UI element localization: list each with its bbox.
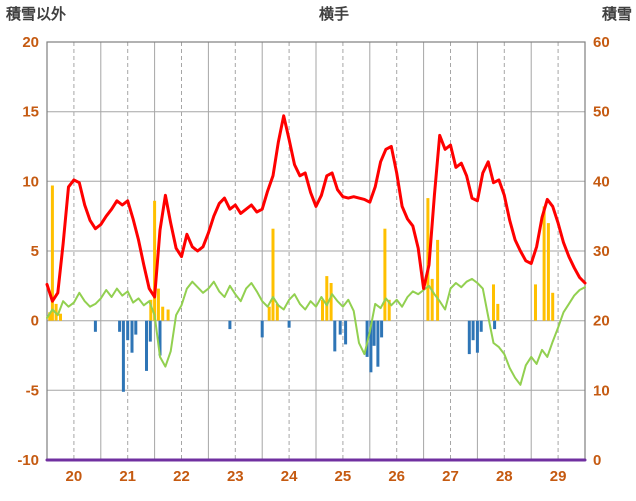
x-axis-tick-label: 20 — [66, 468, 83, 485]
orange-bars-bar — [48, 312, 52, 321]
blue-bars-bar — [493, 320, 497, 330]
orange-bars-bar — [275, 303, 279, 321]
right-axis-tick-label: 10 — [593, 382, 610, 399]
orange-bars-bar — [153, 200, 157, 321]
blue-bars-bar — [148, 320, 152, 342]
x-axis-tick-label: 27 — [442, 468, 459, 485]
left-axis-tick-label: 10 — [22, 173, 39, 190]
orange-bars-bar — [271, 228, 275, 321]
orange-bars-bar — [166, 309, 170, 321]
blue-bars-bar — [134, 320, 138, 335]
orange-bars-bar — [321, 299, 324, 321]
left-axis-tick-label: 20 — [22, 34, 39, 51]
red-line — [45, 114, 587, 303]
blue-bars-bar — [475, 320, 479, 353]
x-axis-tick-label: 23 — [227, 468, 244, 485]
orange-bars-bar — [383, 228, 387, 321]
blue-bars-bar — [228, 320, 232, 330]
x-axis-tick-label: 22 — [173, 468, 190, 485]
orange-bars-bar — [329, 283, 333, 321]
left-axis-tick-label: -5 — [26, 382, 39, 399]
blue-bars-bar — [333, 320, 337, 352]
blue-bars-bar — [380, 320, 384, 338]
blue-bars-bar — [369, 320, 373, 373]
right-axis-tick-label: 30 — [593, 243, 610, 260]
blue-bars-bar — [467, 320, 471, 355]
blue-bars-bar — [93, 320, 97, 332]
orange-bars-bar — [551, 292, 555, 321]
orange-bars-bar — [542, 206, 546, 321]
blue-bars-bar — [344, 320, 348, 345]
blue-bars-bar — [372, 320, 376, 346]
orange-bars-bar — [50, 185, 54, 321]
orange-bars-bar — [546, 223, 550, 321]
orange-bars-bar — [161, 306, 165, 321]
blue-bars-bar — [121, 320, 125, 392]
blue-bars-bar — [126, 320, 130, 341]
right-axis-tick-label: 50 — [593, 104, 610, 121]
left-axis-tick-label: 5 — [31, 243, 39, 260]
x-axis-tick-label: 29 — [550, 468, 567, 485]
right-axis-tick-label: 60 — [593, 34, 610, 51]
left-axis-tick-label: 0 — [31, 313, 39, 330]
orange-bars-bar — [430, 278, 434, 321]
blue-bars-bar — [130, 320, 134, 353]
x-axis-tick-label: 26 — [388, 468, 405, 485]
blue-bars-bar — [260, 320, 264, 338]
orange-bars-bar — [436, 239, 440, 321]
orange-bars-bar — [426, 198, 430, 321]
blue-bars-bar — [145, 320, 148, 371]
x-axis-tick-label: 21 — [119, 468, 136, 485]
orange-bars-bar — [496, 303, 500, 321]
blue-bars-bar — [471, 320, 475, 341]
orange-bars-bar — [267, 306, 271, 321]
orange-bars-bar — [387, 299, 391, 321]
blue-bars-bar — [118, 320, 122, 332]
blue-bars-bar — [158, 320, 162, 356]
orange-bars-bar — [492, 284, 495, 321]
right-axis-tick-label: 40 — [593, 173, 610, 190]
left-axis-tick-label: 15 — [22, 104, 39, 121]
orange-bars-bar — [59, 313, 62, 321]
blue-bars-bar — [479, 320, 483, 332]
blue-bars-bar — [287, 320, 291, 328]
blue-bars-bar — [376, 320, 380, 367]
right-axis-tick-label: 20 — [593, 313, 610, 330]
x-axis-tick-label: 25 — [335, 468, 352, 485]
green-line — [46, 277, 586, 386]
right-axis-tick-label: 0 — [593, 452, 601, 469]
blue-bars-bar — [338, 320, 342, 335]
orange-bars-bar — [156, 288, 160, 321]
orange-bars-bar — [534, 284, 537, 321]
x-axis-tick-label: 28 — [496, 468, 513, 485]
left-axis-tick-label: -10 — [17, 452, 39, 469]
x-axis-tick-label: 24 — [281, 468, 298, 485]
orange-bars-bar — [149, 299, 153, 321]
orange-bars-bar — [325, 276, 329, 321]
